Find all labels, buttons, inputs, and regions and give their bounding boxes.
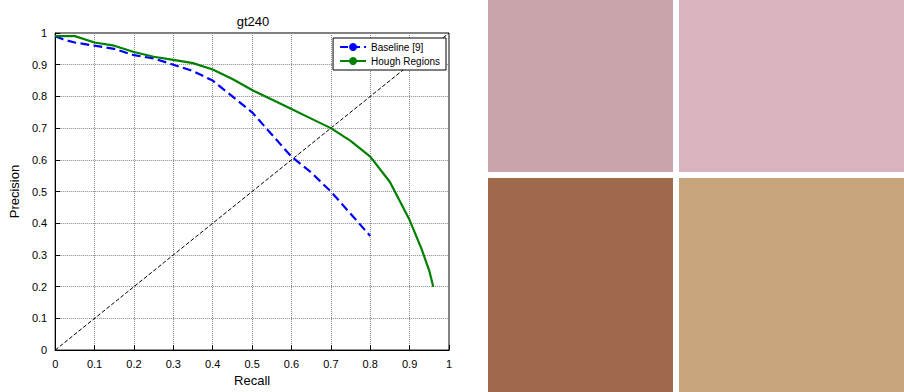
svg-text:0.3: 0.3: [166, 358, 181, 370]
svg-text:0.2: 0.2: [126, 358, 141, 370]
svg-text:0.7: 0.7: [323, 358, 338, 370]
svg-text:0.8: 0.8: [363, 358, 378, 370]
svg-text:0.9: 0.9: [32, 59, 47, 71]
svg-text:0.2: 0.2: [32, 281, 47, 293]
svg-text:0.1: 0.1: [87, 358, 102, 370]
svg-text:0.6: 0.6: [32, 154, 47, 166]
svg-text:0.5: 0.5: [32, 186, 47, 198]
svg-text:0.1: 0.1: [32, 312, 47, 324]
svg-text:0.8: 0.8: [32, 90, 47, 102]
svg-text:0.4: 0.4: [32, 217, 47, 229]
svg-text:0.3: 0.3: [32, 249, 47, 261]
svg-text:gt240: gt240: [237, 14, 270, 29]
svg-text:0.5: 0.5: [244, 358, 259, 370]
svg-text:1: 1: [446, 358, 452, 370]
svg-text:1: 1: [41, 27, 47, 39]
svg-text:0.9: 0.9: [402, 358, 417, 370]
svg-text:Hough Regions: Hough Regions: [371, 56, 440, 67]
svg-text:Precision: Precision: [7, 165, 22, 218]
svg-text:0: 0: [52, 358, 58, 370]
svg-text:0.4: 0.4: [205, 358, 220, 370]
svg-text:Baseline [9]: Baseline [9]: [371, 42, 423, 53]
svg-text:0: 0: [41, 344, 47, 356]
svg-text:Recall: Recall: [234, 373, 270, 388]
svg-text:0.7: 0.7: [32, 122, 47, 134]
svg-text:0.6: 0.6: [284, 358, 299, 370]
